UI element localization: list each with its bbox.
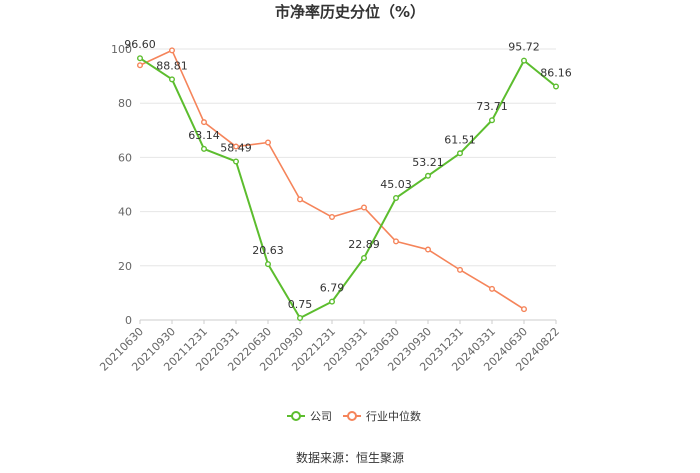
data-label: 45.03 <box>380 178 412 191</box>
company-point <box>457 150 464 157</box>
series-layer <box>136 47 560 321</box>
industry-median-point <box>329 214 336 221</box>
company-point <box>297 314 304 321</box>
industry-median-point <box>200 119 207 126</box>
industry-median-point <box>297 196 304 203</box>
company-point <box>329 298 336 305</box>
data-label: 86.16 <box>540 67 572 80</box>
industry-median-point <box>457 266 464 273</box>
axes: 0204060801002021063020210930202112312022… <box>97 43 562 374</box>
company-point <box>200 145 207 152</box>
data-label: 6.79 <box>320 282 345 295</box>
data-label: 95.72 <box>508 41 540 54</box>
data-label: 22.89 <box>348 238 380 251</box>
data-label: 20.63 <box>252 244 284 257</box>
industry-median-point <box>521 306 528 313</box>
industry-median-point <box>265 139 272 146</box>
company-point <box>232 158 239 165</box>
data-label: 0.75 <box>288 298 313 311</box>
company-point <box>168 76 175 83</box>
company-point <box>521 57 528 64</box>
y-tick-label: 0 <box>125 314 132 327</box>
data-label: 88.81 <box>156 59 188 72</box>
industry-median-point <box>425 246 432 253</box>
chart-title: 市净率历史分位（%） <box>275 3 425 21</box>
y-tick-label: 100 <box>111 43 132 56</box>
legend-item-industry-median[interactable]: 行业中位数 <box>343 409 421 423</box>
company-point <box>489 117 496 124</box>
y-tick-label: 60 <box>118 151 132 164</box>
data-label: 73.71 <box>476 100 508 113</box>
industry-median-line <box>139 49 525 310</box>
data-label: 58.49 <box>220 141 252 154</box>
data-label: 61.51 <box>444 133 476 146</box>
legend[interactable]: 公司 行业中位数 <box>287 409 421 423</box>
industry-median-point <box>361 204 368 211</box>
industry-median-point <box>168 47 175 54</box>
legend-item-company[interactable]: 公司 <box>287 410 332 423</box>
company-point <box>265 261 272 268</box>
y-tick-label: 20 <box>118 260 132 273</box>
company-point <box>136 55 143 62</box>
industry-median-point <box>136 62 143 69</box>
legend-label: 公司 <box>310 410 332 423</box>
industry-median-point <box>393 238 400 245</box>
company-point <box>361 254 368 261</box>
y-tick-label: 40 <box>118 206 132 219</box>
y-tick-label: 80 <box>118 97 132 110</box>
data-label: 53.21 <box>412 156 444 169</box>
company-line <box>139 57 557 319</box>
legend-swatch-marker <box>347 411 357 421</box>
industry-median-point <box>489 285 496 292</box>
company-point <box>425 172 432 179</box>
data-label: 96.60 <box>124 38 156 51</box>
legend-swatch-marker <box>291 411 301 421</box>
company-point <box>553 83 560 90</box>
legend-label: 行业中位数 <box>366 409 421 423</box>
data-label: 63.14 <box>188 129 220 142</box>
company-point <box>393 194 400 201</box>
industry-median-point <box>232 143 239 150</box>
source-text: 数据来源：恒生聚源 <box>296 450 404 465</box>
